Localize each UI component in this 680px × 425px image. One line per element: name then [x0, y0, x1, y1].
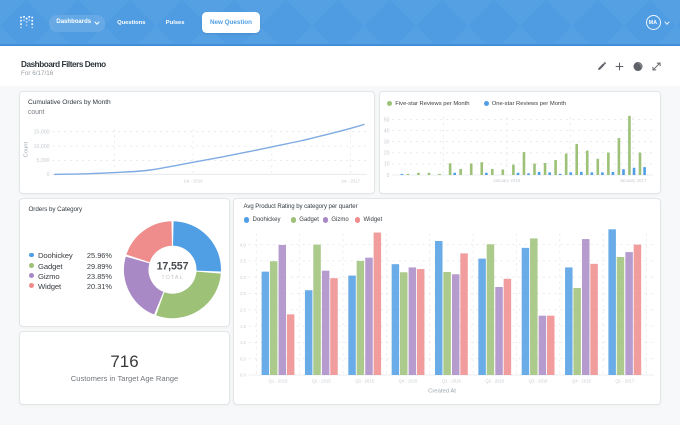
svg-text:Q1 - 2015: Q1 - 2015 [269, 379, 289, 384]
svg-text:Q2 - 2016: Q2 - 2016 [485, 379, 505, 384]
svg-text:0.0: 0.0 [240, 373, 246, 378]
svg-text:10,000: 10,000 [34, 144, 50, 150]
svg-text:Q4 - 2015: Q4 - 2015 [399, 379, 419, 384]
svg-text:17,557: 17,557 [157, 260, 189, 272]
svg-text:TOTAL: TOTAL [161, 275, 183, 281]
svg-text:Created At: Created At [428, 389, 456, 395]
svg-text:10: 10 [384, 162, 390, 168]
svg-text:3.0: 3.0 [240, 275, 246, 280]
svg-text:0: 0 [387, 173, 390, 179]
svg-text:3.5: 3.5 [240, 259, 246, 264]
svg-text:0: 0 [47, 172, 50, 178]
svg-text:2.5: 2.5 [240, 291, 246, 296]
svg-text:50: 50 [384, 117, 390, 123]
svg-text:Q1 - 2016: Q1 - 2016 [442, 379, 462, 384]
svg-text:15,000: 15,000 [34, 130, 50, 136]
svg-text:1.5: 1.5 [240, 324, 246, 329]
svg-text:January 2016: January 2016 [493, 178, 520, 183]
svg-text:January 2017: January 2017 [620, 178, 647, 183]
svg-text:4.0: 4.0 [240, 242, 246, 247]
svg-text:1.0: 1.0 [240, 340, 246, 345]
svg-text:Q4 - 2016: Q4 - 2016 [572, 379, 592, 384]
svg-text:Q2 - 2015: Q2 - 2015 [312, 379, 332, 384]
svg-text:20: 20 [384, 151, 390, 157]
svg-text:1st - 2017: 1st - 2017 [341, 179, 361, 184]
svg-text:Q1 - 2017: Q1 - 2017 [615, 379, 635, 384]
svg-text:2.0: 2.0 [240, 308, 246, 313]
svg-text:Count: Count [24, 141, 30, 157]
svg-text:5,000: 5,000 [37, 158, 50, 164]
svg-text:30: 30 [384, 140, 390, 146]
svg-text:40: 40 [384, 128, 390, 134]
svg-text:Q3 - 2016: Q3 - 2016 [529, 379, 549, 384]
svg-text:Q3 - 2015: Q3 - 2015 [355, 379, 375, 384]
svg-text:1st - 2016: 1st - 2016 [184, 179, 204, 184]
svg-text:0.5: 0.5 [240, 356, 246, 361]
